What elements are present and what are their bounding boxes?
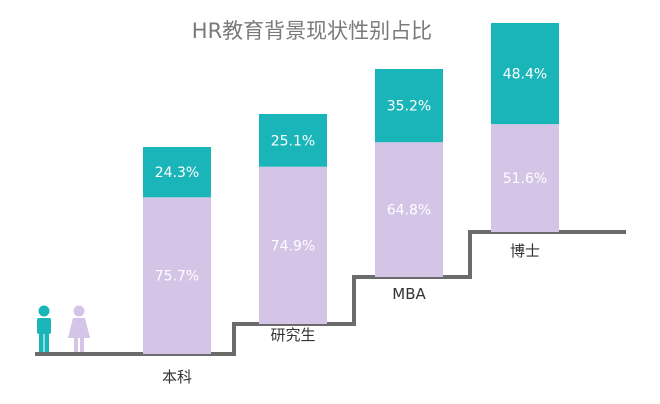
data-label-bottom: 74.9% bbox=[271, 238, 315, 254]
male-person-icon bbox=[37, 305, 51, 352]
data-label-bottom: 75.7% bbox=[155, 269, 199, 285]
female-person-icon bbox=[68, 305, 90, 352]
data-label-bottom: 64.8% bbox=[387, 203, 431, 219]
bar-segment-top bbox=[143, 147, 211, 198]
bar-segment-top bbox=[491, 23, 559, 125]
bar-segment-top bbox=[259, 114, 327, 167]
category-label: MBA bbox=[392, 285, 426, 303]
bars-group: 24.3% 75.7% 25.1% 74.9% 35.2% 64.8% 48.4% 51.6% bbox=[143, 23, 559, 354]
category-label: 博士 bbox=[510, 242, 540, 260]
category-label: 研究生 bbox=[270, 326, 315, 344]
category-labels: 本科 研究生 MBA 博士 bbox=[162, 242, 540, 386]
bar-segment-bottom bbox=[491, 124, 559, 232]
bar-segment-top bbox=[375, 69, 443, 143]
stair-step-baseline bbox=[35, 230, 626, 356]
data-label-top: 35.2% bbox=[387, 99, 431, 115]
bar-segment-bottom bbox=[143, 197, 211, 354]
chart-title: HR教育背景现状性别占比 bbox=[192, 19, 432, 43]
category-label: 本科 bbox=[162, 368, 192, 386]
data-label-top: 25.1% bbox=[271, 133, 315, 149]
bar-segment-bottom bbox=[259, 166, 327, 324]
data-label-top: 48.4% bbox=[503, 67, 547, 83]
data-label-bottom: 51.6% bbox=[503, 171, 547, 187]
bar-segment-bottom bbox=[375, 142, 443, 277]
data-label-top: 24.3% bbox=[155, 165, 199, 181]
